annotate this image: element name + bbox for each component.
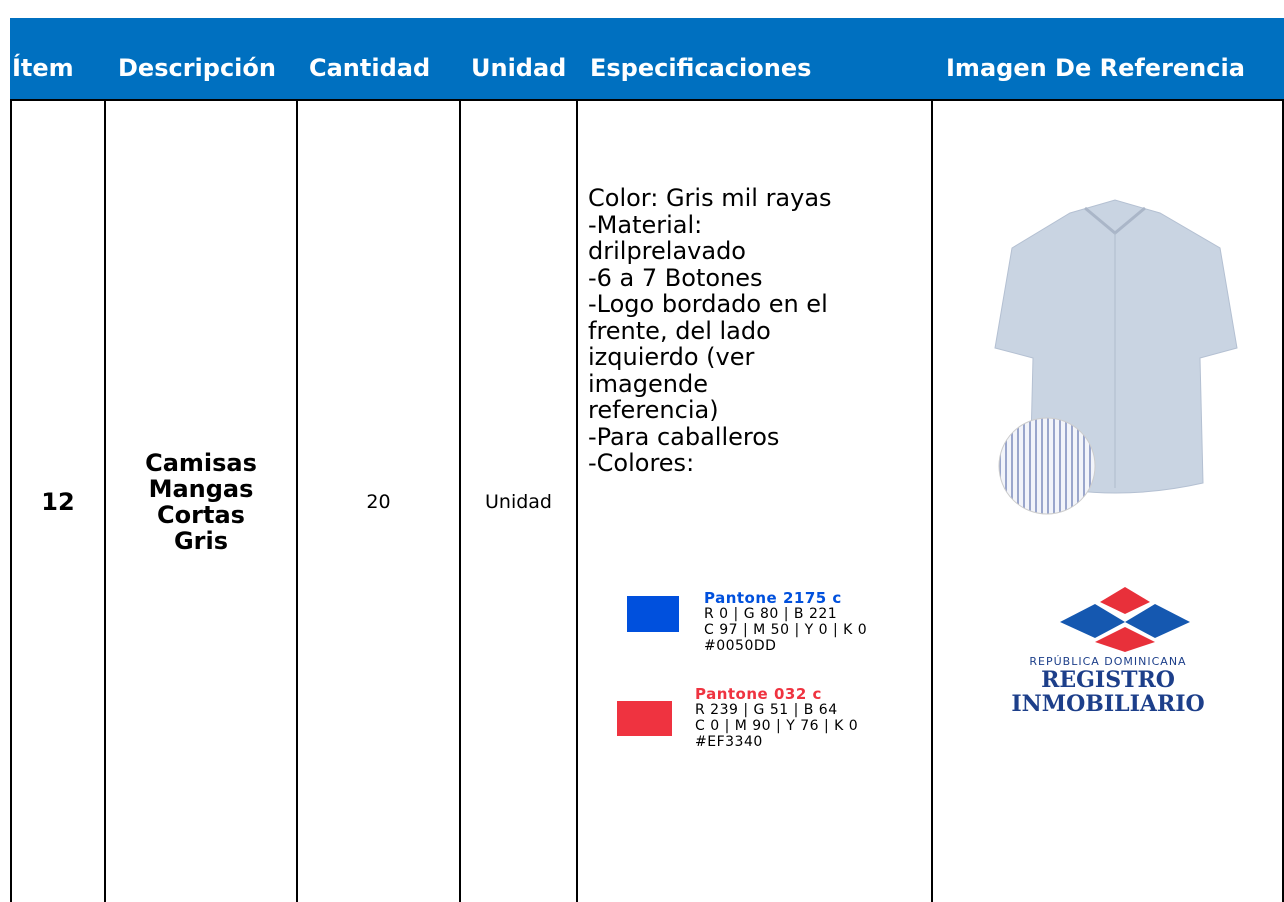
logo-text: REPÚBLICA DOMINICANA <box>1029 655 1187 668</box>
spec-line: -Para caballeros <box>588 422 780 451</box>
spec-line: -6 a 7 Botones <box>588 263 763 292</box>
specs: Color: Gris mil rayas -Material: drilprela… <box>588 185 832 477</box>
spec-line: referencia) <box>588 396 719 424</box>
swatch-name: Pantone 032 c <box>695 685 822 703</box>
rule <box>296 100 298 902</box>
spec-line: -Colores: <box>588 449 695 477</box>
header-bar <box>10 18 1284 100</box>
swatch-line: #0050DD <box>704 638 777 654</box>
rule <box>10 99 1284 101</box>
logo: REPÚBLICA DOMINICANA REGISTRO INMOBILIAR… <box>933 655 1283 716</box>
spec-line: izquierdo (ver <box>588 343 755 371</box>
shirt-image <box>994 199 1238 515</box>
quantity-cell: 20 <box>366 490 391 513</box>
header-cell: Ítem <box>12 54 74 82</box>
header-cell: Descripción <box>118 54 276 82</box>
swatch-color <box>617 701 672 736</box>
spec-line: frente, del lado <box>588 316 771 345</box>
header-cell: Imagen De Referencia <box>946 54 1245 82</box>
swatch-line: C 0 | M 90 | Y 76 | K 0 <box>695 718 859 734</box>
unit-cell: Unidad <box>485 490 552 513</box>
logo-mark <box>1060 587 1190 652</box>
description-line: Camisas <box>145 448 257 477</box>
swatch-color <box>627 596 679 632</box>
description-line: Mangas <box>148 474 254 503</box>
header-cell: Unidad <box>471 54 567 82</box>
rule <box>459 100 461 902</box>
rule <box>104 100 106 902</box>
logo-text: REGISTRO <box>1041 667 1175 693</box>
rule <box>10 100 12 902</box>
swatch-line: R 239 | G 51 | B 64 <box>695 702 838 718</box>
swatch-name: Pantone 2175 c <box>704 589 842 607</box>
spec-line: Color: Gris mil rayas <box>588 184 832 212</box>
spec-line: drilprelavado <box>588 237 746 265</box>
description-cell: Camisas Mangas Cortas Gris <box>106 101 296 902</box>
swatch-line: C 97 | M 50 | Y 0 | K 0 <box>704 622 868 638</box>
spec-line: -Material: <box>588 210 703 239</box>
header-cell: Cantidad <box>309 54 431 82</box>
item-cell: 12 <box>41 487 75 516</box>
rule <box>931 100 933 902</box>
logo-text: INMOBILIARIO <box>1011 691 1205 717</box>
header-cell: Especificaciones <box>590 54 812 82</box>
description-line: Cortas <box>157 500 245 529</box>
description-line: Gris <box>173 526 229 555</box>
swatch-line: #EF3340 <box>695 734 763 750</box>
spec-line: -Logo bordado en el <box>588 290 828 318</box>
rule <box>576 100 578 902</box>
rule <box>1282 100 1284 902</box>
spec-line: imagende <box>588 369 708 398</box>
swatch-line: R 0 | G 80 | B 221 <box>704 606 838 622</box>
